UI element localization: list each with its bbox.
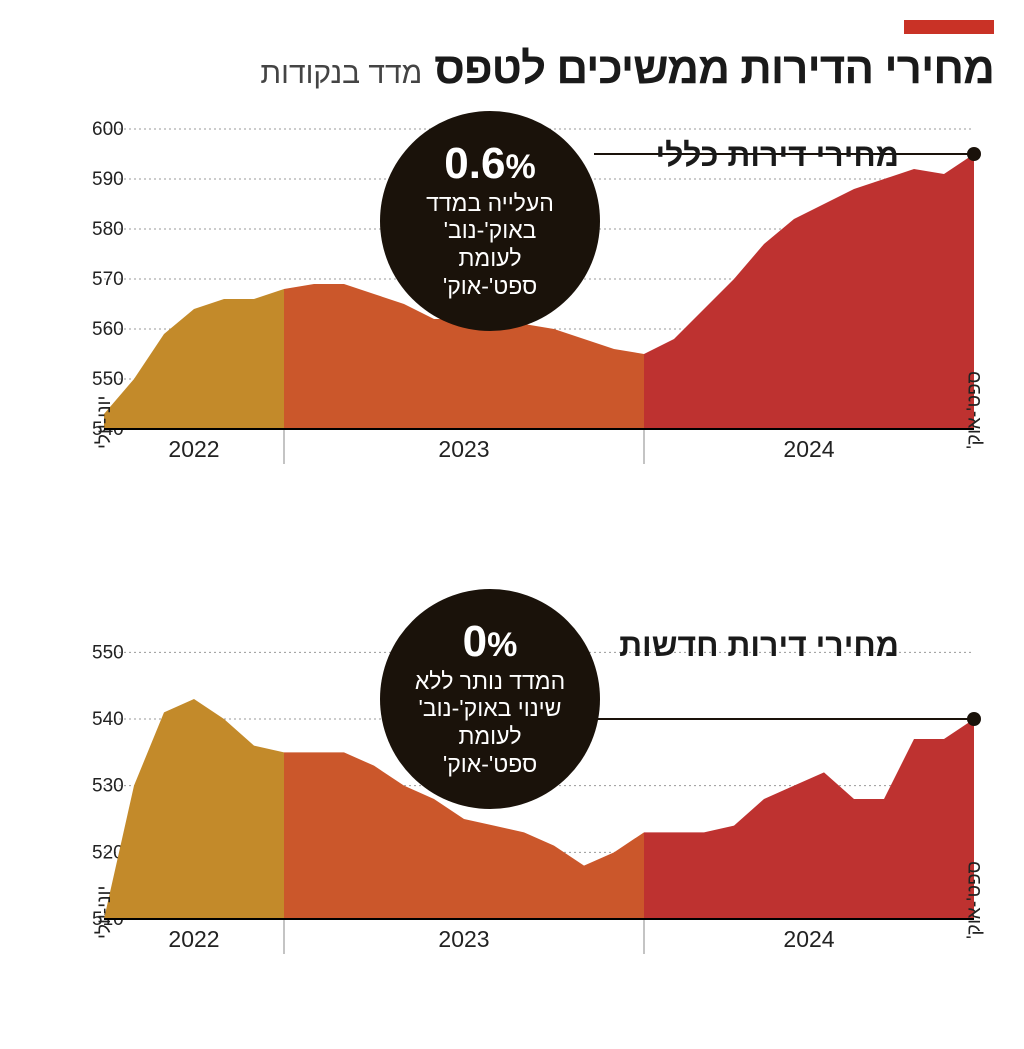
chart-new-prices: מחירי דירות חדשות 0% המדד נותר ללא שינוי… <box>30 609 994 1049</box>
svg-text:530: 530 <box>92 776 124 797</box>
callout-value: 0.6% <box>444 142 535 186</box>
svg-text:2022: 2022 <box>168 926 219 952</box>
svg-text:ספט'-אוק': ספט'-אוק' <box>964 861 985 939</box>
svg-text:560: 560 <box>92 319 124 340</box>
chart-general-prices: מחירי דירות כללי 0.6% העלייה במדד באוק'-… <box>30 119 994 559</box>
svg-text:540: 540 <box>92 709 124 730</box>
chart-title-general: מחירי דירות כללי <box>655 137 899 174</box>
svg-text:2022: 2022 <box>168 436 219 462</box>
svg-text:590: 590 <box>92 169 124 190</box>
callout-general: 0.6% העלייה במדד באוק'-נוב' לעומת ספט'-א… <box>380 111 600 331</box>
callout-new: 0% המדד נותר ללא שינוי באוק'-נוב' לעומת … <box>380 589 600 809</box>
svg-text:570: 570 <box>92 269 124 290</box>
subtitle: מדד בנקודות <box>260 57 422 91</box>
svg-text:580: 580 <box>92 219 124 240</box>
svg-text:2023: 2023 <box>438 436 489 462</box>
svg-text:550: 550 <box>92 369 124 390</box>
callout-desc: המדד נותר ללא שינוי באוק'-נוב' לעומת ספט… <box>415 668 565 778</box>
svg-text:יוני-יולי: יוני-יולי <box>94 396 115 449</box>
main-title: מחירי הדירות ממשיכים לטפס <box>434 44 994 94</box>
svg-text:2024: 2024 <box>783 926 834 952</box>
svg-text:550: 550 <box>92 642 124 663</box>
callout-desc: העלייה במדד באוק'-נוב' לעומת ספט'-אוק' <box>426 190 554 300</box>
svg-text:יוני-יולי: יוני-יולי <box>94 886 115 939</box>
svg-text:2024: 2024 <box>783 436 834 462</box>
callout-value: 0% <box>463 620 518 664</box>
svg-text:600: 600 <box>92 119 124 140</box>
chart-title-new: מחירי דירות חדשות <box>619 627 899 664</box>
svg-text:ספט'-אוק': ספט'-אוק' <box>964 371 985 449</box>
svg-text:2023: 2023 <box>438 926 489 952</box>
header-accent-bar <box>904 20 994 34</box>
title-row: מחירי הדירות ממשיכים לטפס מדד בנקודות <box>30 44 994 94</box>
